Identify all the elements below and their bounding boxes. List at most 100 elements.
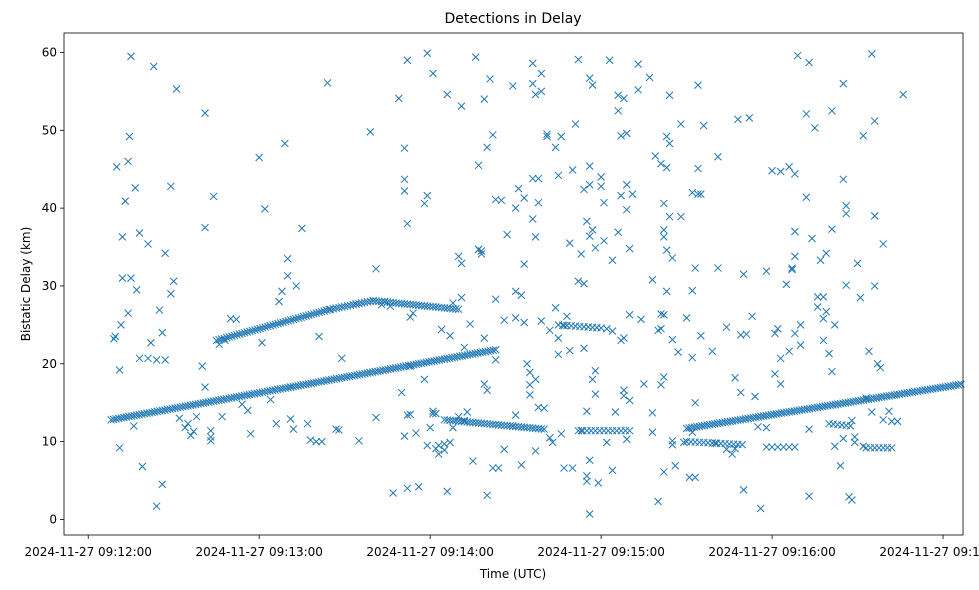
- scatter-point: [634, 85, 643, 94]
- scatter-point: [782, 280, 791, 289]
- scatter-point: [565, 239, 574, 247]
- scatter-point: [648, 408, 657, 417]
- scatter-point: [551, 303, 560, 312]
- scatter-point: [147, 338, 155, 347]
- scatter-point: [739, 270, 748, 279]
- track-point: [251, 326, 259, 334]
- scatter-point: [184, 419, 192, 428]
- track-point: [320, 307, 329, 315]
- track-point: [271, 320, 280, 329]
- scatter-point: [568, 166, 577, 174]
- y-axis: 0 10 20 30 40 50 60: [42, 45, 64, 526]
- scatter-marks: [107, 49, 965, 518]
- scatter-point: [848, 496, 856, 504]
- y-tick-label: 20: [42, 357, 57, 371]
- scatter-point: [117, 321, 125, 329]
- scatter-point: [714, 152, 722, 161]
- scatter-point: [611, 408, 620, 416]
- scatter-point: [534, 174, 543, 183]
- scatter-point: [158, 480, 167, 489]
- scatter-point: [791, 227, 799, 236]
- track-point: [233, 330, 241, 339]
- scatter-point: [186, 431, 195, 440]
- scatter-point: [597, 182, 605, 191]
- track-point: [261, 323, 270, 331]
- y-tick-label: 0: [49, 512, 57, 526]
- scatter-point: [144, 354, 152, 363]
- scatter-point: [488, 131, 497, 139]
- scatter-point: [791, 252, 799, 261]
- scatter-point: [862, 394, 870, 402]
- scatter-point: [278, 287, 286, 296]
- scatter-point: [583, 407, 591, 416]
- scatter-point: [819, 336, 828, 345]
- scatter-point: [400, 187, 409, 195]
- scatter-point: [167, 289, 175, 298]
- plot-frame: [63, 32, 964, 536]
- scatter-point: [125, 132, 134, 141]
- track-point: [454, 305, 463, 314]
- scatter-point: [571, 120, 580, 128]
- scatter-point: [149, 62, 158, 71]
- scatter-point: [694, 164, 702, 173]
- scatter-point: [822, 307, 831, 316]
- scatter-point: [531, 90, 540, 99]
- scatter-point: [201, 223, 209, 232]
- scatter-point: [722, 323, 731, 332]
- scatter-point: [810, 124, 819, 132]
- scatter-point: [545, 326, 554, 335]
- chart-title: Detections in Delay: [444, 11, 581, 27]
- scatter-point: [155, 306, 164, 314]
- scatter-point: [577, 250, 586, 258]
- scatter-point: [776, 354, 785, 363]
- track-point: [253, 325, 262, 334]
- scatter-point: [520, 194, 529, 202]
- scatter-point: [528, 79, 537, 88]
- scatter-point: [540, 404, 548, 412]
- scatter-point: [454, 252, 463, 261]
- scatter-point: [602, 324, 611, 333]
- scatter-point: [131, 184, 140, 192]
- scatter-point: [574, 277, 583, 286]
- scatter-point: [585, 180, 594, 189]
- x-tick-label: 2024-11-27 09:14:00: [366, 545, 493, 559]
- scatter-point: [209, 192, 218, 201]
- track-point: [258, 323, 267, 332]
- scatter-point: [511, 287, 520, 296]
- scatter-point: [668, 436, 677, 445]
- scatter-point: [158, 328, 167, 337]
- scatter-point: [454, 412, 463, 421]
- track-point: [846, 422, 855, 430]
- scatter-point: [429, 69, 437, 78]
- scatter-point: [865, 347, 873, 356]
- scatter-point: [873, 359, 882, 368]
- scatter-point: [127, 52, 135, 61]
- scatter-point: [400, 175, 409, 184]
- scatter-point: [275, 297, 283, 306]
- scatter-point: [691, 398, 700, 407]
- scatter-point: [426, 423, 435, 432]
- scatter-point: [645, 73, 654, 82]
- scatter-point: [111, 332, 120, 341]
- scatter-point: [352, 299, 360, 308]
- scatter-point: [839, 434, 848, 443]
- scatter-point: [625, 244, 634, 253]
- scatter-point: [654, 497, 662, 506]
- scatter-point: [605, 56, 614, 65]
- scatter-point: [215, 340, 224, 349]
- scatter-point: [805, 58, 813, 67]
- scatter-point: [608, 327, 617, 335]
- scatter-point: [469, 457, 477, 465]
- scatter-point: [423, 441, 432, 450]
- scatter-point: [591, 390, 600, 398]
- scatter-point: [731, 444, 739, 453]
- scatter-point: [828, 225, 836, 233]
- scatter-point: [591, 243, 600, 252]
- x-tick-label: 2024-11-27 09:12:00: [24, 545, 151, 559]
- track-point: [240, 328, 249, 337]
- scatter-point: [406, 362, 415, 370]
- scatter-point: [728, 450, 737, 458]
- scatter-point: [172, 85, 181, 93]
- scatter-point: [528, 215, 537, 223]
